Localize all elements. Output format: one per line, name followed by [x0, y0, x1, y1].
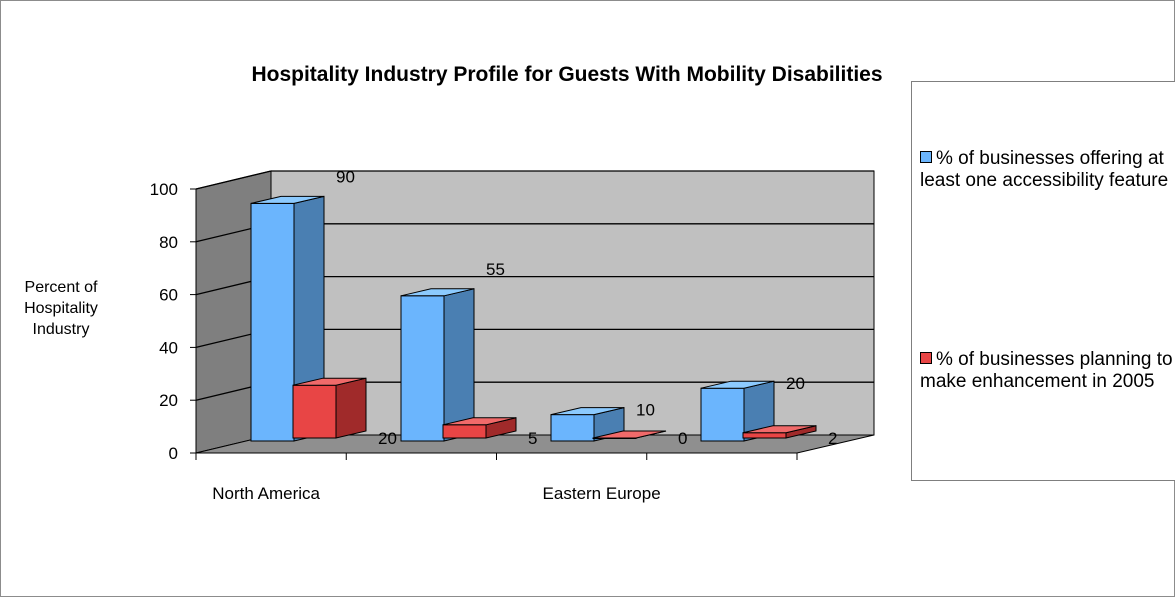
legend-swatch-series-1: [920, 151, 932, 163]
gridline-side: [195, 170, 272, 190]
x-tick-label: Eastern Europe: [543, 484, 661, 503]
bar-2-2: [442, 424, 487, 439]
data-label-1-4: 20: [786, 374, 805, 393]
data-label-2-1: 20: [378, 429, 397, 448]
bar-1-4: [700, 387, 745, 442]
data-label-1-3: 10: [636, 401, 655, 420]
legend-item-series-1: % of businesses offering at least one ac…: [920, 148, 1175, 192]
data-label-1-2: 55: [486, 260, 505, 279]
bar-top-2-2: [442, 417, 517, 426]
legend-item-series-2: % of businesses planning to make enhance…: [920, 349, 1175, 393]
data-label-2-3: 0: [678, 429, 687, 448]
data-label-2-2: 5: [528, 429, 537, 448]
y-axis-label: Percent of Hospitality Industry: [24, 279, 98, 338]
legend-swatch-series-2: [920, 352, 932, 364]
legend-label-series-2: % of businesses planning to make enhance…: [920, 349, 1173, 392]
bar-top-1-1: [250, 195, 325, 204]
bar-side-2-1: [335, 377, 367, 439]
bar-2-1: [292, 384, 337, 439]
y-tick-label: 60: [159, 286, 178, 305]
y-tick-label: 20: [159, 391, 178, 410]
data-label-1-1: 90: [336, 167, 355, 186]
x-tick-label: North America: [212, 484, 320, 503]
bar-top-1-2: [400, 288, 475, 297]
x-axis-ticks: North America Eastern Europe: [195, 452, 798, 503]
data-label-2-4: 2: [828, 429, 837, 448]
chart-bars: [250, 195, 817, 442]
bar-top-2-1: [292, 377, 367, 386]
chart-legend: % of businesses offering at least one ac…: [911, 81, 1175, 481]
bar-1-3: [550, 414, 595, 442]
y-axis-ticks: 0 20 40 60 80 100: [150, 180, 197, 463]
bar-top-1-3: [550, 407, 625, 416]
bar-top-1-4: [700, 380, 775, 389]
y-tick-label: 0: [169, 444, 178, 463]
bar-top-2-4: [742, 425, 817, 434]
bar-2-4: [742, 432, 787, 439]
chart-title: Hospitality Industry Profile for Guests …: [251, 63, 882, 86]
bar-1-2: [400, 295, 445, 442]
y-tick-label: 40: [159, 338, 178, 357]
legend-label-series-1: % of businesses offering at least one ac…: [920, 148, 1169, 191]
y-tick-label: 80: [159, 233, 178, 252]
y-tick-label: 100: [150, 180, 178, 199]
bar-top-2-3: [592, 430, 667, 439]
bar-1-1: [250, 202, 295, 442]
